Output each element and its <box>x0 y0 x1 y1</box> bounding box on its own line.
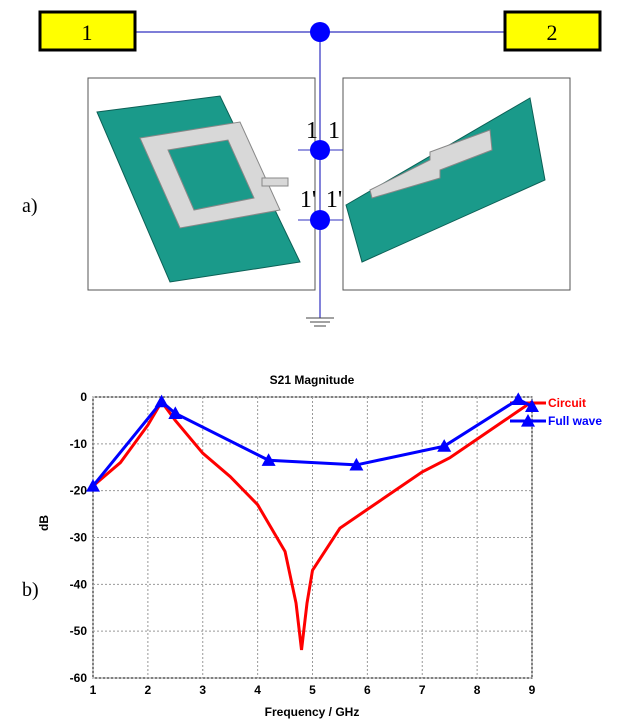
y-tick-label: -60 <box>70 671 88 685</box>
chart-title: S21 Magnitude <box>270 373 355 387</box>
node-label: 1' <box>300 187 316 213</box>
node <box>310 210 330 230</box>
y-tick-label: -50 <box>70 624 88 638</box>
panel-label: a) <box>22 195 38 217</box>
x-tick-label: 2 <box>145 683 152 697</box>
x-tick-label: 1 <box>90 683 97 697</box>
x-tick-label: 5 <box>309 683 316 697</box>
node-label: 1 <box>328 118 340 144</box>
legend-label: Full wave <box>548 414 602 428</box>
x-tick-label: 9 <box>529 683 536 697</box>
feed <box>262 178 288 186</box>
y-tick-label: -10 <box>70 437 88 451</box>
port-label: 1 <box>82 20 93 45</box>
panel-label: b) <box>22 579 39 601</box>
y-tick-label: -30 <box>70 531 88 545</box>
figure: 1 2 1 1 1' 1' a) b) S21 Magnitude Freque… <box>0 0 627 722</box>
plot: -60 -50 -40 -30 -20 -10 0 1 2 3 4 5 6 7 8 9 Circuit Full … <box>70 390 603 697</box>
x-tick-label: 8 <box>474 683 481 697</box>
node-label: 1 <box>306 118 318 144</box>
x-tick-label: 3 <box>199 683 206 697</box>
x-tick-label: 6 <box>364 683 371 697</box>
node <box>310 22 330 42</box>
port-label: 2 <box>547 20 558 45</box>
legend-label: Circuit <box>548 396 586 410</box>
node-label: 1' <box>326 187 342 213</box>
y-tick-label: 0 <box>80 390 87 404</box>
x-tick-label: 4 <box>254 683 261 697</box>
x-axis-label: Frequency / GHz <box>265 705 360 719</box>
y-tick-label: -40 <box>70 577 88 591</box>
y-axis-label: dB <box>37 515 51 531</box>
y-tick-label: -20 <box>70 484 88 498</box>
x-tick-label: 7 <box>419 683 426 697</box>
